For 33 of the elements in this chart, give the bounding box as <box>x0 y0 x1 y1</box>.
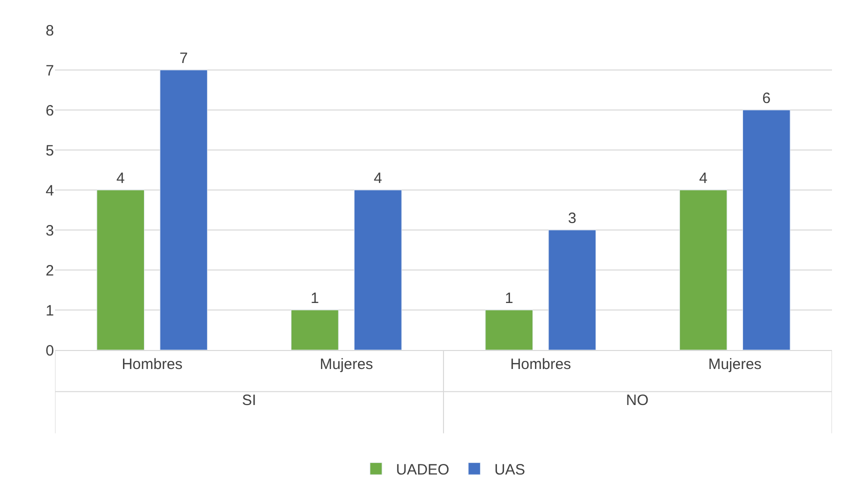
x-tick-label: Mujeres <box>708 356 762 373</box>
y-tick-label: 4 <box>46 182 54 200</box>
bar <box>160 70 208 350</box>
y-tick-label: 6 <box>46 102 54 120</box>
y-tick-label: 2 <box>46 262 54 280</box>
bar <box>354 190 402 350</box>
bar <box>742 110 790 350</box>
bar <box>485 310 533 350</box>
y-tick-label: 0 <box>46 342 54 360</box>
data-label: 4 <box>374 170 382 187</box>
data-label: 4 <box>699 170 708 187</box>
text: NO <box>626 392 648 409</box>
y-tick-label: 1 <box>46 302 54 320</box>
text: SI <box>242 392 256 409</box>
bar <box>679 190 728 350</box>
x-tick-label: Hombres <box>122 356 183 373</box>
data-label: 3 <box>568 210 576 227</box>
y-tick-label: 7 <box>46 62 54 80</box>
y-tick-label: 3 <box>46 222 54 240</box>
bar <box>290 310 339 350</box>
y-tick-label: 5 <box>46 142 54 160</box>
bar <box>548 230 596 350</box>
x-tick-label: Hombres <box>510 356 572 373</box>
legend-label: UADEO <box>396 462 450 478</box>
data-label: 1 <box>310 290 319 307</box>
y-tick-label: 8 <box>46 22 54 40</box>
bar <box>96 190 144 350</box>
x-tick-label: Mujeres <box>320 356 374 373</box>
data-label: 6 <box>762 90 771 107</box>
data-label: 1 <box>504 290 514 307</box>
legend-label: UAS <box>494 462 526 478</box>
data-label: 4 <box>116 170 125 187</box>
data-label: 7 <box>180 50 188 67</box>
